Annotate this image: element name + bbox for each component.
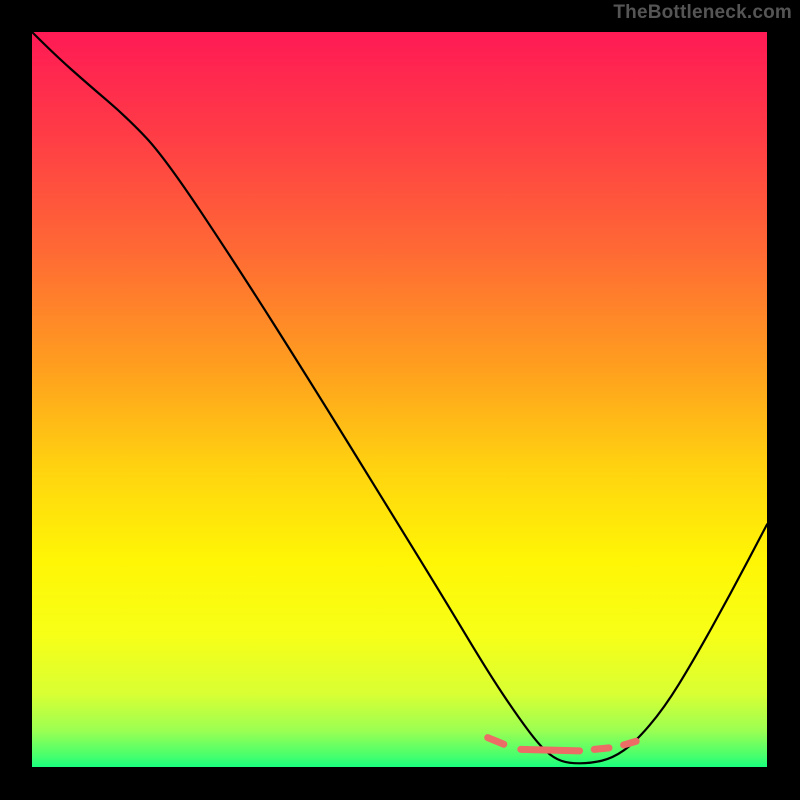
optimal-band-dash	[521, 749, 580, 750]
optimal-band-dash	[594, 748, 609, 749]
chart-svg	[32, 32, 767, 767]
watermark-text: TheBottleneck.com	[613, 2, 792, 24]
optimal-band-dash	[624, 741, 636, 745]
plot-area	[32, 32, 767, 767]
chart-container: TheBottleneck.com	[0, 0, 800, 800]
gradient-background	[32, 32, 767, 767]
